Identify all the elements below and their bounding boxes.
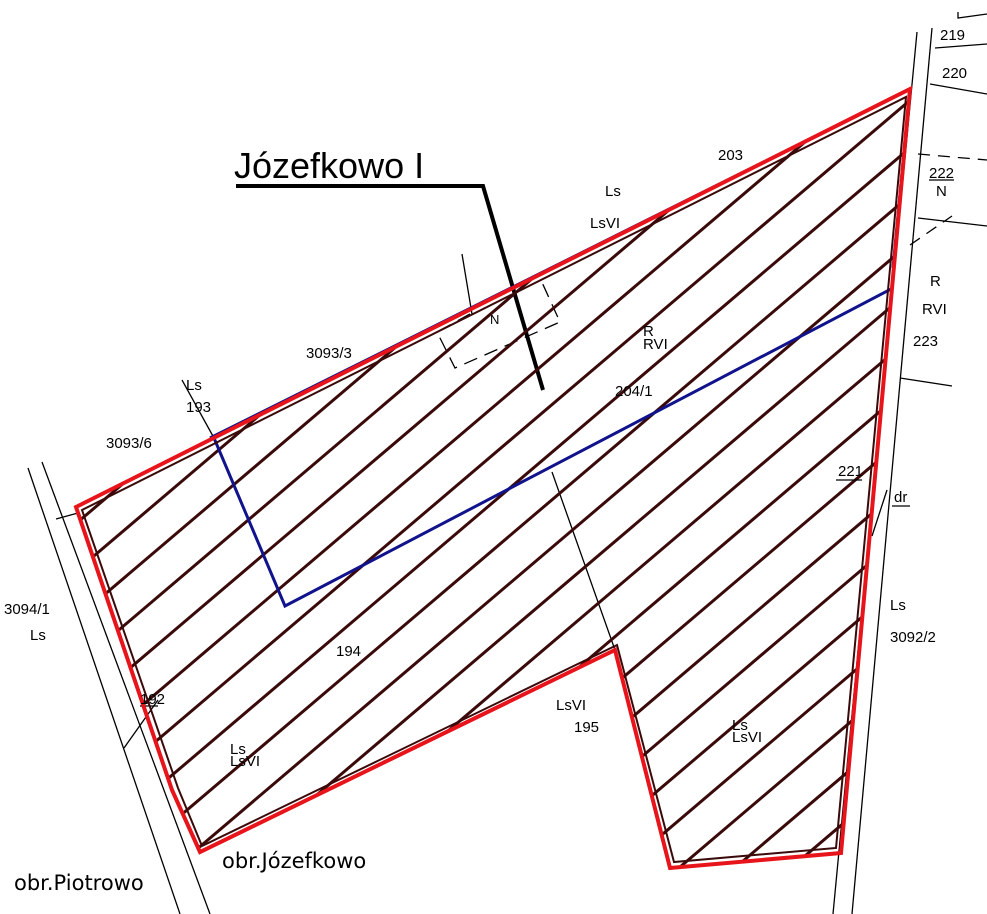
boundary-line-inner (212, 286, 894, 609)
hatch-line (76, 89, 301, 868)
label-dr: dr (894, 489, 907, 506)
label-ls-bottom-left: Ls (230, 741, 246, 758)
label-ls-top: Ls (605, 183, 621, 200)
hatch-line (655, 89, 910, 868)
hatch-line (599, 89, 910, 868)
label-192: 192 (140, 691, 165, 708)
hatch-line (76, 89, 910, 868)
label-ls-193: Ls (186, 377, 202, 394)
hatch-line (487, 89, 910, 868)
label-221: 221 (838, 463, 863, 480)
hatch-line (319, 89, 910, 868)
hatch-line (207, 89, 910, 868)
parcel-outline (73, 85, 913, 871)
hatch-line (375, 89, 910, 868)
precinct-label-right: obr.Józefkowo (222, 849, 366, 873)
label-rvi-center: RVI (643, 336, 668, 353)
label-lsvi-bottom-right: LsVI (732, 729, 762, 746)
hatch-line (151, 89, 910, 868)
parcel-outline-inner (80, 95, 908, 864)
label-3093-3: 3093/3 (306, 345, 352, 362)
label-lsvi-bottom-left: LsVI (230, 753, 260, 770)
precinct-label-left: obr.Piotrowo (14, 871, 144, 895)
label-223: 223 (913, 333, 938, 350)
label-rvi-right: RVI (922, 301, 947, 318)
label-ls-left: Ls (30, 627, 46, 644)
label-lsvi-195: LsVI (556, 697, 586, 714)
hatch-line (543, 89, 910, 868)
label-r-right: R (930, 273, 941, 290)
hatch-line (76, 89, 525, 868)
hatch-line (76, 89, 581, 868)
label-3093-6: 3093/6 (106, 435, 152, 452)
label-203: 203 (718, 147, 743, 164)
label-3092-2: 3092/2 (890, 629, 936, 646)
hatch-line (76, 89, 749, 868)
label-219: 219 (940, 27, 965, 44)
label-222-use: N (936, 183, 947, 200)
hatch-line (76, 89, 805, 868)
label-n-center: N (490, 312, 499, 327)
hatch-line (76, 89, 910, 868)
map-title: Józefkowo I (234, 145, 424, 186)
label-ls-right: Ls (890, 597, 906, 614)
label-222: 222 (929, 165, 954, 182)
label-193: 193 (186, 399, 211, 416)
label-3094-1: 3094/1 (4, 601, 50, 618)
label-220: 220 (942, 65, 967, 82)
label-195: 195 (574, 719, 599, 736)
hatch-line (76, 89, 637, 868)
label-r-center: R (643, 323, 654, 340)
label-194: 194 (336, 643, 361, 660)
label-204-1: 204/1 (615, 383, 653, 400)
hatch-line (95, 89, 910, 868)
label-lsvi-top: LsVI (590, 215, 620, 232)
label-ls-bottom-right: Ls (732, 717, 748, 734)
hatch-line (76, 89, 469, 868)
